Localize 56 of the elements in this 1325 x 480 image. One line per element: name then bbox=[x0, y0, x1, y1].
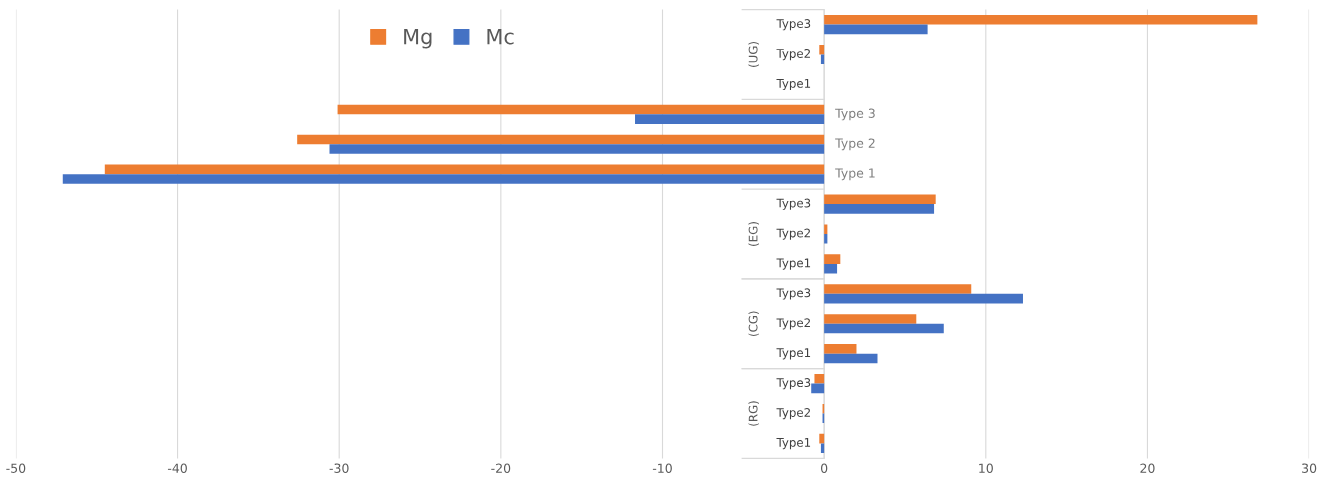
bar bbox=[820, 443, 825, 454]
annotation: (CG) bbox=[748, 311, 759, 337]
annotation: (EG) bbox=[748, 222, 759, 246]
y-tick-label: Type2 bbox=[776, 318, 810, 330]
bar bbox=[824, 284, 972, 294]
bar bbox=[635, 114, 825, 124]
bar bbox=[824, 24, 928, 35]
x-tick-label: -50 bbox=[6, 463, 26, 473]
bar bbox=[814, 374, 825, 384]
y-tick-label: Type2 bbox=[776, 48, 810, 61]
bar bbox=[824, 14, 1258, 25]
bar bbox=[820, 54, 825, 65]
y-tick-label: Type3 bbox=[776, 378, 811, 390]
bar bbox=[819, 44, 825, 55]
bar bbox=[297, 134, 825, 145]
bar bbox=[824, 344, 857, 354]
y-tick-label: Type3 bbox=[776, 19, 811, 31]
y-tick-label: Type1 bbox=[776, 258, 811, 270]
x-tick-label: 20 bbox=[1140, 463, 1155, 473]
bar bbox=[337, 104, 825, 115]
x-tick-label: -20 bbox=[491, 463, 511, 473]
x-tick-label: 30 bbox=[1302, 463, 1317, 473]
bar bbox=[104, 164, 825, 175]
bar bbox=[811, 383, 825, 394]
y-tick-label: Type1 bbox=[776, 348, 811, 360]
bar bbox=[329, 144, 825, 154]
bar bbox=[824, 194, 936, 205]
bar bbox=[824, 293, 1023, 304]
y-tick-label: Type 3 bbox=[835, 108, 875, 121]
y-tick-label: Type 1 bbox=[835, 168, 875, 181]
bar bbox=[824, 263, 838, 274]
legend-label: Mg bbox=[404, 28, 432, 49]
bar bbox=[824, 323, 944, 334]
y-tick-label: Type1 bbox=[776, 79, 811, 91]
bar bbox=[824, 204, 935, 214]
x-tick-label: 0 bbox=[821, 463, 828, 473]
annotation: (RG) bbox=[748, 401, 759, 426]
bar bbox=[824, 254, 841, 264]
bar bbox=[824, 224, 828, 234]
x-tick-label: -40 bbox=[167, 463, 187, 473]
y-tick-label: Type3 bbox=[776, 198, 811, 210]
bar bbox=[819, 433, 825, 444]
bar bbox=[62, 174, 825, 184]
x-tick-label: 10 bbox=[979, 463, 993, 473]
y-tick-label: Type1 bbox=[776, 438, 811, 450]
y-tick-label: Type3 bbox=[776, 288, 811, 300]
annotation: (UG) bbox=[748, 41, 759, 67]
bar bbox=[824, 314, 917, 324]
x-tick-label: -30 bbox=[329, 463, 349, 473]
legend-label: Mc bbox=[487, 28, 514, 45]
y-tick-label: Type2 bbox=[776, 228, 810, 240]
bar bbox=[824, 234, 828, 244]
x-tick-label: -10 bbox=[652, 463, 672, 473]
bar bbox=[824, 353, 878, 364]
y-tick-label: Type2 bbox=[776, 408, 810, 420]
y-tick-label: Type 2 bbox=[835, 138, 875, 151]
